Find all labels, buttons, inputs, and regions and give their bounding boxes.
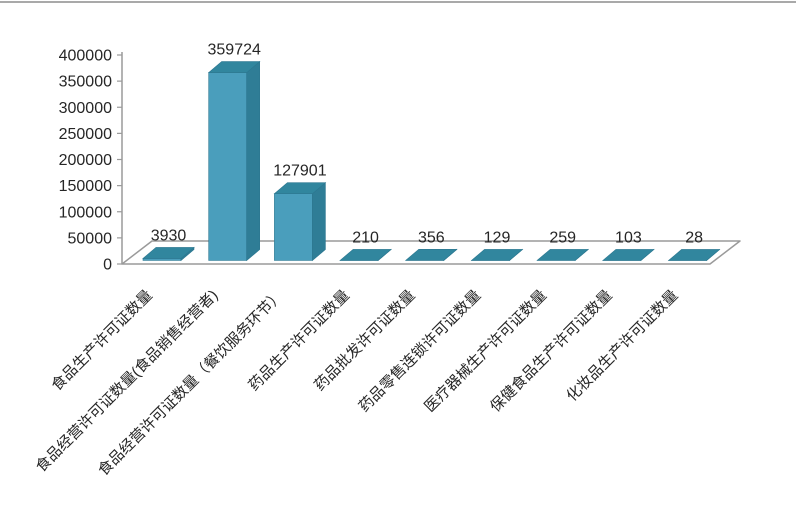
bar-9 — [667, 248, 721, 262]
bar-value-label: 28 — [685, 229, 703, 246]
bar-top-face — [273, 182, 327, 194]
bar-front-face — [274, 193, 313, 261]
bar-8 — [602, 248, 655, 262]
bar-side-face — [246, 60, 260, 262]
bar-4 — [339, 248, 392, 262]
bar-top-face — [404, 249, 458, 261]
bar-6 — [470, 248, 524, 262]
x-axis-category-label: 医疗器械生产许可证数量 — [421, 287, 550, 416]
bar-value-label: 127901 — [273, 163, 326, 180]
bar-value-label: 210 — [352, 229, 379, 246]
bar-front-face — [208, 72, 247, 261]
bar-top-face — [602, 249, 655, 261]
bar-value-label: 129 — [484, 229, 511, 246]
bar-2 — [207, 60, 261, 262]
bar-value-label: 359724 — [208, 42, 261, 59]
y-axis-tick-label: 400000 — [59, 48, 112, 65]
bar-value-label: 103 — [615, 229, 642, 246]
bar-top-face — [339, 249, 392, 261]
bar-top-face — [536, 249, 590, 261]
x-axis-category-label: 保健食品生产许可证数量 — [487, 287, 616, 416]
bar-3 — [273, 182, 327, 262]
top-border-line — [0, 1, 796, 3]
y-axis-tick-label: 150000 — [59, 178, 112, 195]
y-axis-tick-label: 200000 — [59, 152, 112, 169]
bar-7 — [536, 248, 590, 262]
bar-top-face — [667, 249, 721, 261]
bar-front-face — [142, 258, 182, 261]
bar-value-label: 356 — [418, 229, 445, 246]
y-axis-tick-label: 0 — [103, 257, 112, 274]
bar-top-face — [142, 247, 195, 259]
bar-value-label: 259 — [549, 229, 576, 246]
bar-1 — [142, 246, 195, 262]
bar-value-label: 3930 — [151, 227, 187, 244]
bar-side-face — [312, 182, 326, 262]
y-axis-tick-label: 300000 — [59, 100, 112, 117]
y-axis-tick-label: 100000 — [59, 204, 112, 221]
x-axis-category-label: 药品零售连锁许可证数量 — [356, 287, 485, 416]
y-axis-tick-label: 250000 — [59, 126, 112, 143]
y-axis-tick-label: 350000 — [59, 74, 112, 91]
bar-5 — [404, 248, 458, 262]
x-axis-category-label: 化妆品生产许可证数量 — [563, 287, 681, 405]
bar-top-face — [470, 249, 524, 261]
bar-top-face — [207, 61, 261, 73]
y-axis-tick-label: 50000 — [68, 230, 113, 247]
